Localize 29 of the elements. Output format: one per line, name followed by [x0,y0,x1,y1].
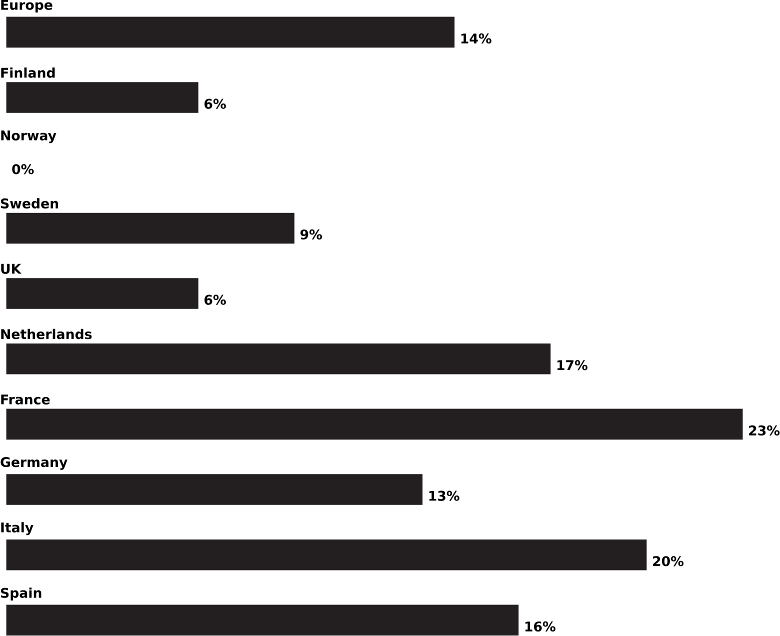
bar [6,278,198,310]
data-label: 14% [461,34,492,44]
y-tick-label: UK [1,264,22,274]
bar [6,409,743,440]
bar [6,605,519,636]
bar [6,82,198,114]
bar [6,474,422,506]
data-label: 6% [204,98,226,110]
y-tick-label: Norway [1,130,56,144]
y-tick-label: Germany [0,457,68,470]
y-tick-label: Italy [1,522,34,536]
data-label: 13% [429,490,460,502]
bar [6,213,294,244]
data-label: 17% [557,360,588,370]
data-label: 23% [749,426,780,436]
data-label: 16% [525,622,556,632]
y-tick-label: Sweden [0,198,58,209]
data-label: 9% [300,230,322,240]
y-tick-label: Spain [0,588,42,601]
y-tick-label: France [1,394,50,405]
bar [6,540,647,570]
data-label: 20% [653,556,684,566]
y-tick-label: Europe [1,0,52,13]
y-tick-label: Finland [1,68,55,78]
bar [6,344,551,374]
y-tick-label: Netherlands [1,329,92,340]
data-label: 0% [12,164,34,174]
bar [6,17,455,48]
data-label: 6% [204,294,226,306]
